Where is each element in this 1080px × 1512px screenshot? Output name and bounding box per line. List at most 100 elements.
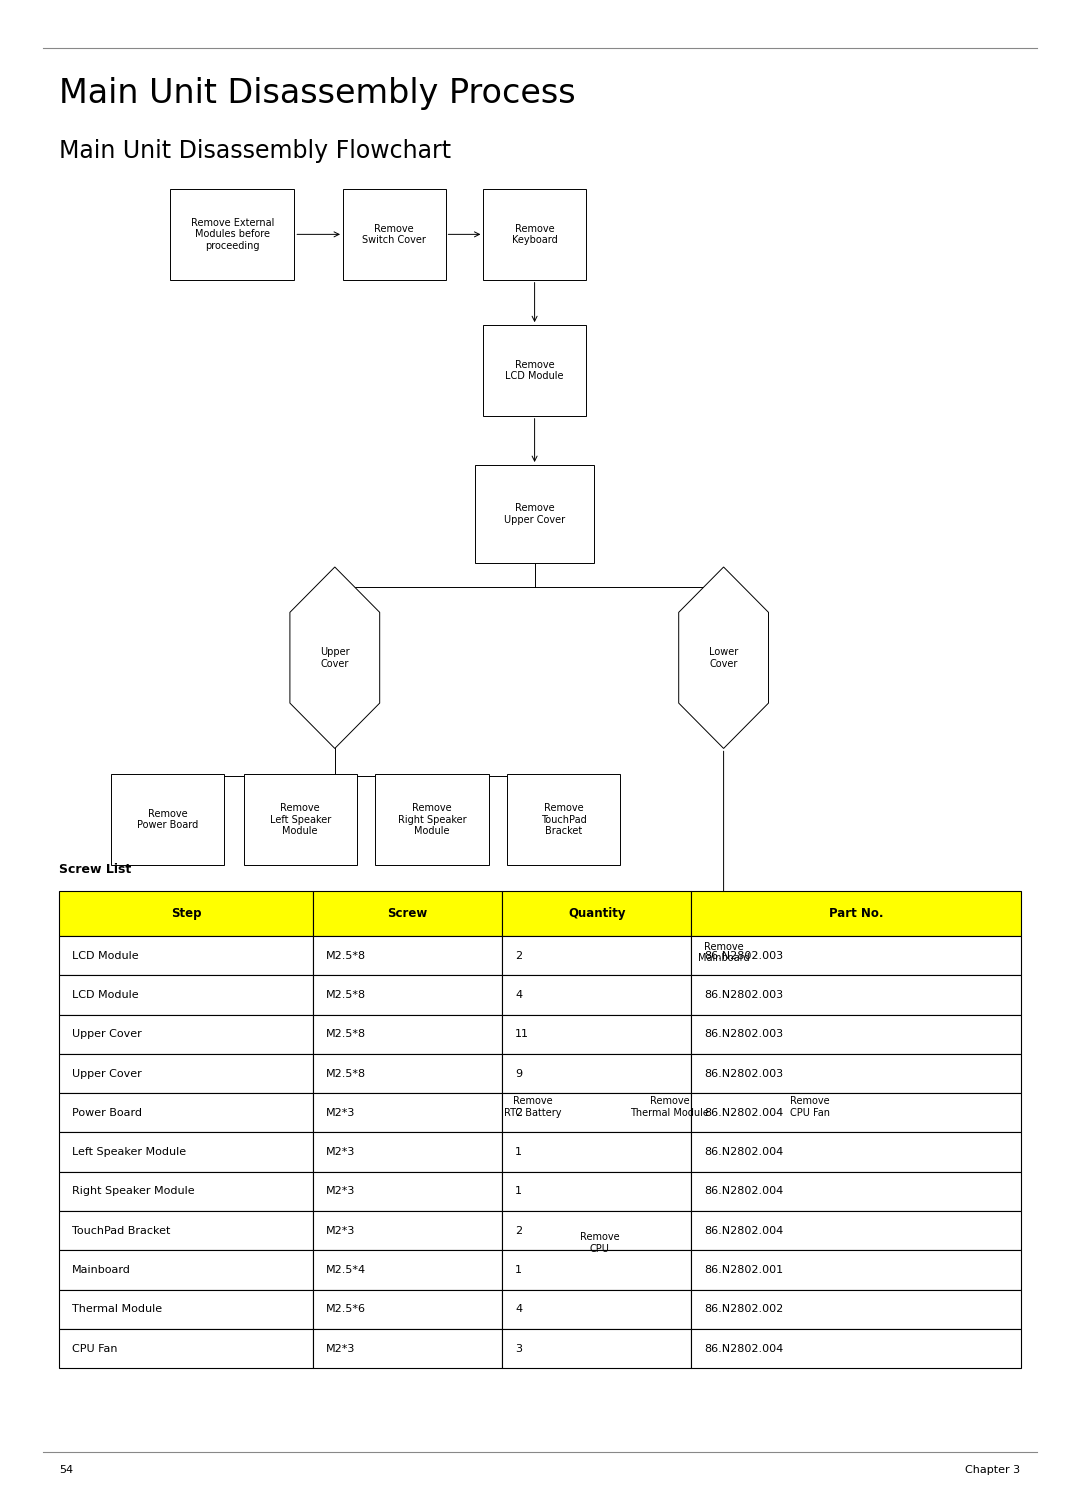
FancyBboxPatch shape: [313, 936, 502, 975]
Text: 4: 4: [515, 990, 523, 999]
Text: Screw List: Screw List: [59, 863, 132, 875]
FancyBboxPatch shape: [59, 1054, 313, 1093]
FancyBboxPatch shape: [475, 1061, 590, 1152]
Text: Remove
Mainboard: Remove Mainboard: [698, 942, 750, 963]
FancyBboxPatch shape: [691, 1132, 1021, 1172]
Text: 11: 11: [515, 1030, 529, 1039]
Text: Main Unit Disassembly Flowchart: Main Unit Disassembly Flowchart: [59, 139, 451, 163]
FancyBboxPatch shape: [691, 1211, 1021, 1250]
FancyBboxPatch shape: [502, 1132, 691, 1172]
Text: 1: 1: [515, 1266, 522, 1275]
FancyBboxPatch shape: [502, 1093, 691, 1132]
Text: Remove
CPU Fan: Remove CPU Fan: [789, 1096, 831, 1117]
FancyBboxPatch shape: [313, 1054, 502, 1093]
Text: Remove
Power Board: Remove Power Board: [137, 809, 198, 830]
Text: Remove
Keyboard: Remove Keyboard: [512, 224, 557, 245]
Text: Remove
CPU: Remove CPU: [580, 1232, 619, 1253]
Text: Left Speaker Module: Left Speaker Module: [72, 1148, 187, 1157]
FancyBboxPatch shape: [691, 1290, 1021, 1329]
FancyBboxPatch shape: [59, 1329, 313, 1368]
FancyBboxPatch shape: [502, 975, 691, 1015]
FancyBboxPatch shape: [691, 1093, 1021, 1132]
FancyBboxPatch shape: [667, 907, 781, 998]
FancyBboxPatch shape: [759, 1061, 862, 1152]
FancyBboxPatch shape: [111, 774, 225, 865]
Text: 9: 9: [515, 1069, 523, 1078]
FancyBboxPatch shape: [691, 1250, 1021, 1290]
Text: M2.5*8: M2.5*8: [326, 1030, 366, 1039]
FancyBboxPatch shape: [59, 1172, 313, 1211]
FancyBboxPatch shape: [502, 1172, 691, 1211]
Text: Remove
LCD Module: Remove LCD Module: [505, 360, 564, 381]
FancyBboxPatch shape: [244, 774, 356, 865]
FancyBboxPatch shape: [171, 189, 294, 280]
Text: 86.N2802.004: 86.N2802.004: [704, 1108, 783, 1117]
Text: Remove
Thermal Module: Remove Thermal Module: [630, 1096, 710, 1117]
Text: 86.N2802.003: 86.N2802.003: [704, 990, 783, 999]
FancyBboxPatch shape: [59, 1132, 313, 1172]
Text: LCD Module: LCD Module: [72, 990, 139, 999]
FancyBboxPatch shape: [502, 891, 691, 936]
Text: LCD Module: LCD Module: [72, 951, 139, 960]
FancyBboxPatch shape: [376, 774, 488, 865]
FancyBboxPatch shape: [508, 774, 620, 865]
Text: Main Unit Disassembly Process: Main Unit Disassembly Process: [59, 77, 576, 110]
Text: M2.5*8: M2.5*8: [326, 951, 366, 960]
FancyBboxPatch shape: [484, 189, 585, 280]
Text: 2: 2: [515, 1108, 523, 1117]
Text: 4: 4: [515, 1305, 523, 1314]
Text: Mainboard: Mainboard: [72, 1266, 132, 1275]
Text: Chapter 3: Chapter 3: [966, 1465, 1021, 1474]
Text: M2.5*4: M2.5*4: [326, 1266, 366, 1275]
FancyBboxPatch shape: [691, 1329, 1021, 1368]
FancyBboxPatch shape: [549, 1198, 650, 1288]
FancyBboxPatch shape: [59, 891, 313, 936]
FancyBboxPatch shape: [59, 1093, 313, 1132]
Text: 86.N2802.003: 86.N2802.003: [704, 1030, 783, 1039]
Text: 86.N2802.004: 86.N2802.004: [704, 1148, 783, 1157]
Text: M2*3: M2*3: [326, 1226, 355, 1235]
Text: M2*3: M2*3: [326, 1148, 355, 1157]
FancyBboxPatch shape: [691, 891, 1021, 936]
Text: M2.5*6: M2.5*6: [326, 1305, 366, 1314]
Text: 2: 2: [515, 951, 523, 960]
Text: 86.N2802.004: 86.N2802.004: [704, 1187, 783, 1196]
Text: 54: 54: [59, 1465, 73, 1474]
FancyBboxPatch shape: [313, 1172, 502, 1211]
FancyBboxPatch shape: [59, 1290, 313, 1329]
FancyBboxPatch shape: [313, 1015, 502, 1054]
Text: 3: 3: [515, 1344, 522, 1353]
FancyBboxPatch shape: [502, 1211, 691, 1250]
Text: Lower
Cover: Lower Cover: [708, 647, 739, 668]
FancyBboxPatch shape: [313, 891, 502, 936]
Polygon shape: [289, 567, 380, 748]
FancyBboxPatch shape: [313, 1250, 502, 1290]
FancyBboxPatch shape: [484, 325, 585, 416]
FancyBboxPatch shape: [502, 1054, 691, 1093]
Text: 86.N2802.004: 86.N2802.004: [704, 1226, 783, 1235]
FancyBboxPatch shape: [59, 936, 313, 975]
FancyBboxPatch shape: [691, 1054, 1021, 1093]
FancyBboxPatch shape: [691, 936, 1021, 975]
FancyBboxPatch shape: [343, 189, 446, 280]
Text: Remove
Upper Cover: Remove Upper Cover: [504, 503, 565, 525]
Text: Part No.: Part No.: [828, 907, 883, 919]
FancyBboxPatch shape: [691, 1015, 1021, 1054]
Text: Thermal Module: Thermal Module: [72, 1305, 162, 1314]
Text: Step: Step: [171, 907, 202, 919]
Text: 86.N2802.001: 86.N2802.001: [704, 1266, 783, 1275]
Text: Right Speaker Module: Right Speaker Module: [72, 1187, 195, 1196]
Polygon shape: [678, 567, 769, 748]
Text: M2*3: M2*3: [326, 1108, 355, 1117]
FancyBboxPatch shape: [313, 1132, 502, 1172]
Text: Quantity: Quantity: [568, 907, 625, 919]
Text: Remove
Right Speaker
Module: Remove Right Speaker Module: [397, 803, 467, 836]
FancyBboxPatch shape: [691, 1172, 1021, 1211]
Text: Upper Cover: Upper Cover: [72, 1069, 143, 1078]
Text: TouchPad Bracket: TouchPad Bracket: [72, 1226, 171, 1235]
Text: 1: 1: [515, 1187, 522, 1196]
Text: CPU Fan: CPU Fan: [72, 1344, 118, 1353]
Text: Upper
Cover: Upper Cover: [320, 647, 350, 668]
FancyBboxPatch shape: [59, 1211, 313, 1250]
FancyBboxPatch shape: [502, 1290, 691, 1329]
